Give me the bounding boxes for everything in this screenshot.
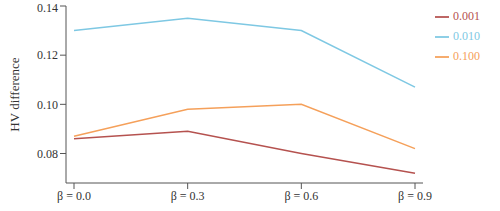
svg-text:β = 0.3: β = 0.3 [171,189,205,203]
svg-text:0.08: 0.08 [37,147,58,161]
html-text:0.100: 0.100 [453,49,480,63]
svg-text:β = 0.9: β = 0.9 [398,189,432,203]
html-text:0.010: 0.010 [453,29,480,43]
svg-text:β = 0.6: β = 0.6 [284,189,318,203]
svg-text:β = 0.0: β = 0.0 [57,189,91,203]
svg-text:0.10: 0.10 [37,98,58,112]
svg-text:HV difference: HV difference [8,57,22,131]
svg-text:0.12: 0.12 [37,48,58,62]
svg-text:0.14: 0.14 [37,1,58,15]
html-text:0.001: 0.001 [453,9,480,23]
